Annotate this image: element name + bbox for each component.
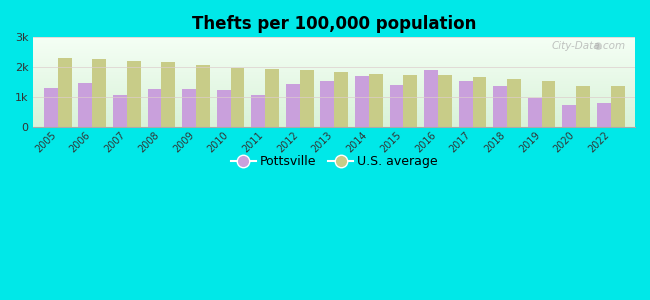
Bar [541,81,556,127]
Bar [161,61,176,127]
Bar [196,65,210,127]
Bar [389,85,404,127]
Bar [369,74,383,127]
Text: City-Data.com: City-Data.com [552,41,626,51]
Bar [355,76,369,127]
Bar [252,94,265,127]
Bar [79,82,92,127]
Legend: Pottsville, U.S. average: Pottsville, U.S. average [226,150,443,173]
Bar [562,105,577,127]
Bar [507,79,521,127]
Bar [528,98,541,127]
Title: Thefts per 100,000 population: Thefts per 100,000 population [192,15,476,33]
Bar [597,103,611,127]
Bar [58,58,72,127]
Bar [44,88,58,127]
Bar [92,59,106,127]
Bar [438,75,452,127]
Bar [300,70,313,127]
Bar [473,77,486,127]
Bar [148,89,161,127]
Bar [231,68,244,127]
Bar [334,72,348,127]
Bar [113,95,127,127]
Bar [127,61,140,127]
Bar [404,74,417,127]
Bar [459,81,473,127]
Bar [424,70,438,127]
Bar [182,89,196,127]
Bar [286,84,300,127]
Text: ●: ● [593,41,602,51]
Bar [611,86,625,127]
Bar [493,86,507,127]
Bar [265,69,279,127]
Bar [320,80,334,127]
Bar [216,90,231,127]
Bar [577,86,590,127]
